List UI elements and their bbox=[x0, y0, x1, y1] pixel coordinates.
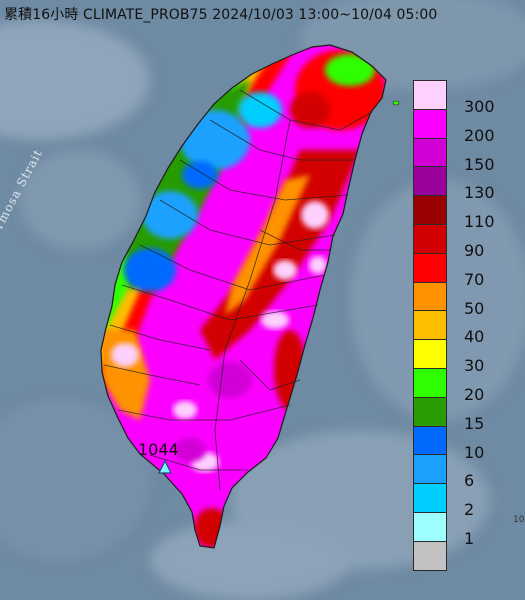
legend-label: 300 bbox=[464, 97, 495, 116]
legend-label: 110 bbox=[464, 212, 495, 232]
legend-label: 150 bbox=[464, 154, 495, 174]
legend-label: 70 bbox=[464, 269, 485, 289]
legend-swatch bbox=[413, 166, 447, 197]
legend-swatch bbox=[413, 281, 447, 312]
islet bbox=[392, 100, 400, 106]
legend-swatch bbox=[413, 137, 447, 168]
legend-label: 90 bbox=[464, 241, 485, 260]
color-legend: 300 200 150 130 110 90 70 50 40 30 20 15 10 6 2 1 bbox=[413, 80, 525, 571]
legend-label: 50 bbox=[464, 298, 485, 318]
corner-label: 10 bbox=[513, 515, 525, 525]
legend-swatch bbox=[413, 425, 447, 456]
legend-label: 6 bbox=[464, 471, 475, 491]
legend-label: 15 bbox=[464, 413, 485, 433]
legend-swatch bbox=[413, 512, 447, 542]
island-outline bbox=[100, 44, 387, 549]
legend-label: 10 bbox=[464, 442, 485, 462]
station-triangle-icon bbox=[158, 460, 172, 474]
legend-swatch bbox=[413, 252, 447, 283]
legend-swatch bbox=[413, 195, 447, 226]
legend-label: 40 bbox=[464, 327, 485, 347]
legend-label: 1 bbox=[464, 529, 475, 548]
legend-swatch bbox=[413, 396, 447, 427]
legend-label: 2 bbox=[464, 500, 475, 520]
legend-swatch bbox=[413, 540, 447, 571]
legend-swatch bbox=[413, 224, 447, 254]
legend-swatch bbox=[413, 339, 447, 370]
legend-label: 130 bbox=[464, 183, 495, 203]
legend-swatch bbox=[413, 483, 447, 514]
map-title: 累積16小時 CLIMATE_PROB75 2024/10/03 13:00~1… bbox=[4, 7, 438, 23]
legend-swatch bbox=[413, 454, 447, 485]
legend-swatch bbox=[413, 108, 447, 139]
legend-label: 200 bbox=[464, 125, 495, 145]
legend-swatch bbox=[413, 310, 447, 341]
station-label: 1044 bbox=[138, 440, 179, 459]
legend-swatch bbox=[413, 368, 447, 398]
legend-label: 30 bbox=[464, 356, 485, 376]
admin-boundaries bbox=[103, 89, 373, 491]
legend-label: 20 bbox=[464, 385, 485, 404]
legend-swatch bbox=[413, 80, 447, 110]
